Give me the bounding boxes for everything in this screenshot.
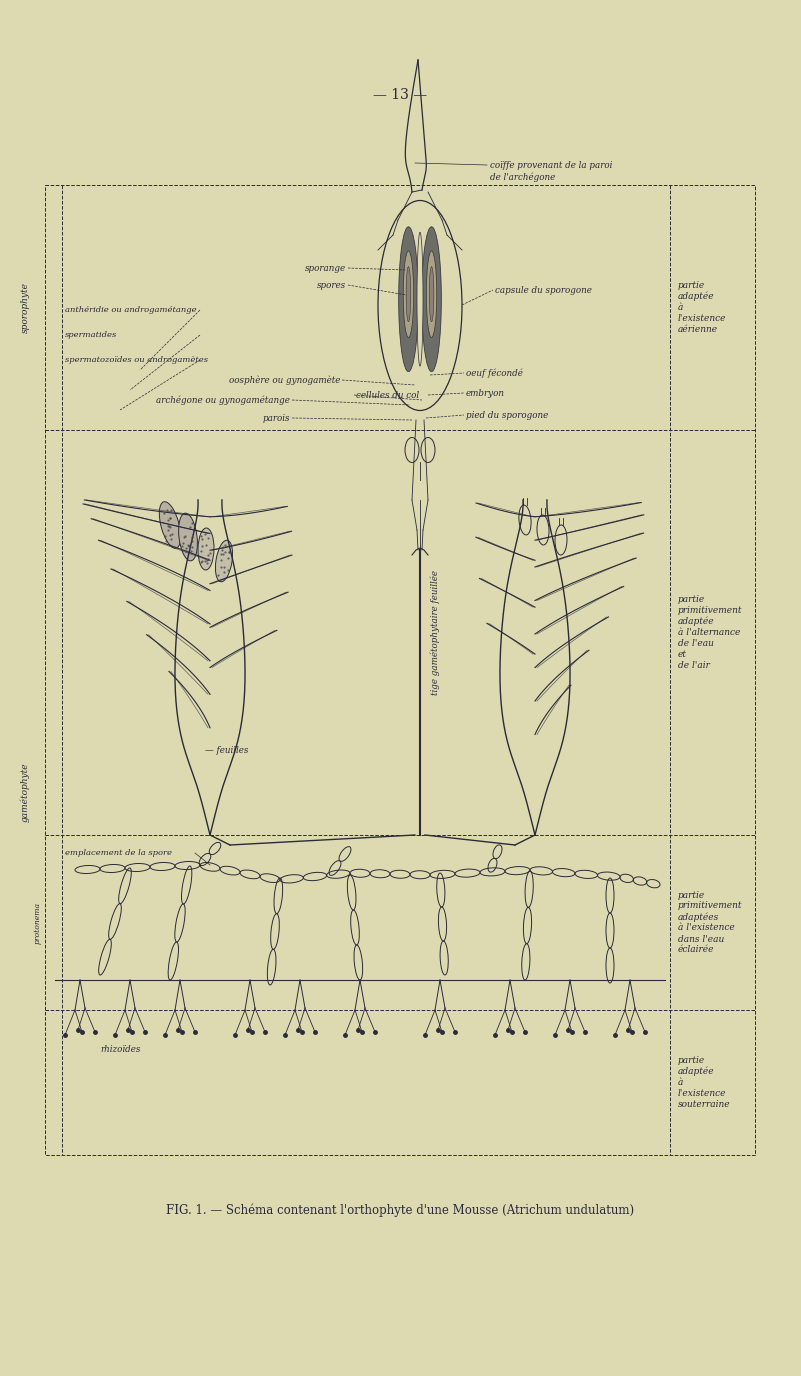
- Text: à: à: [678, 1077, 683, 1087]
- Text: pied du sporogone: pied du sporogone: [466, 410, 548, 420]
- Text: primitivement: primitivement: [678, 901, 743, 911]
- Ellipse shape: [406, 267, 411, 322]
- Text: — feuilles: — feuilles: [205, 746, 248, 754]
- Text: archégone ou gynogamétange: archégone ou gynogamétange: [156, 395, 290, 405]
- Text: l'existence: l'existence: [678, 314, 727, 323]
- Ellipse shape: [426, 250, 437, 337]
- Text: primitivement: primitivement: [678, 605, 743, 615]
- Ellipse shape: [399, 227, 418, 372]
- Ellipse shape: [429, 267, 434, 322]
- Text: de l'archégone: de l'archégone: [490, 172, 555, 182]
- Text: aérienne: aérienne: [678, 325, 718, 334]
- Text: spores: spores: [317, 281, 346, 289]
- Text: adaptée: adaptée: [678, 616, 714, 626]
- Text: l'existence: l'existence: [678, 1088, 727, 1098]
- Text: sporophyte: sporophyte: [21, 282, 30, 333]
- Text: spermatozoïdes ou androgamètes: spermatozoïdes ou androgamètes: [65, 356, 208, 365]
- Text: partie: partie: [678, 890, 705, 900]
- Text: parois: parois: [263, 414, 290, 422]
- Text: tige gamétophytaire feuillée: tige gamétophytaire feuillée: [430, 570, 440, 695]
- Text: gamétophyte: gamétophyte: [20, 762, 30, 823]
- Text: anthéridie ou androgamétange: anthéridie ou androgamétange: [65, 305, 196, 314]
- Text: à l'alternance: à l'alternance: [678, 627, 740, 637]
- Text: adaptée: adaptée: [678, 292, 714, 301]
- Text: adaptées: adaptées: [678, 912, 719, 922]
- Text: sporange: sporange: [305, 263, 346, 272]
- Text: de l'eau: de l'eau: [678, 638, 714, 648]
- Text: embryon: embryon: [466, 388, 505, 398]
- Text: et: et: [678, 649, 687, 659]
- Ellipse shape: [422, 227, 441, 372]
- Text: oeuf fécondé: oeuf fécondé: [466, 369, 523, 378]
- Bar: [45, 184, 755, 1154]
- Text: adaptée: adaptée: [678, 1066, 714, 1076]
- Text: protonema: protonema: [34, 901, 42, 944]
- Ellipse shape: [179, 513, 197, 561]
- Text: à l'existence: à l'existence: [678, 923, 735, 933]
- Text: rhizoïdes: rhizoïdes: [100, 1046, 140, 1054]
- Text: spermatides: spermatides: [65, 332, 117, 338]
- Ellipse shape: [198, 528, 214, 570]
- Text: cellules du col: cellules du col: [356, 391, 419, 399]
- Text: dans l'eau: dans l'eau: [678, 934, 724, 944]
- Text: partie: partie: [678, 1055, 705, 1065]
- Text: éclairée: éclairée: [678, 945, 714, 955]
- Text: coïffe provenant de la paroi: coïffe provenant de la paroi: [490, 161, 613, 169]
- Text: à: à: [678, 303, 683, 312]
- Text: de l'air: de l'air: [678, 660, 710, 670]
- Ellipse shape: [417, 233, 423, 366]
- Text: capsule du sporogone: capsule du sporogone: [495, 285, 592, 294]
- Text: emplacement de la spore: emplacement de la spore: [65, 849, 172, 857]
- Ellipse shape: [159, 502, 181, 548]
- Text: oosphère ou gynogamète: oosphère ou gynogamète: [228, 376, 340, 385]
- Text: partie: partie: [678, 281, 705, 290]
- Text: — 13 —: — 13 —: [373, 88, 427, 102]
- Text: FIG. 1. — Schéma contenant l'orthophyte d'une Mousse (Atrichum undulatum): FIG. 1. — Schéma contenant l'orthophyte …: [166, 1203, 634, 1216]
- Ellipse shape: [215, 541, 232, 582]
- Ellipse shape: [403, 250, 413, 337]
- Text: souterraine: souterraine: [678, 1099, 731, 1109]
- Text: partie: partie: [678, 594, 705, 604]
